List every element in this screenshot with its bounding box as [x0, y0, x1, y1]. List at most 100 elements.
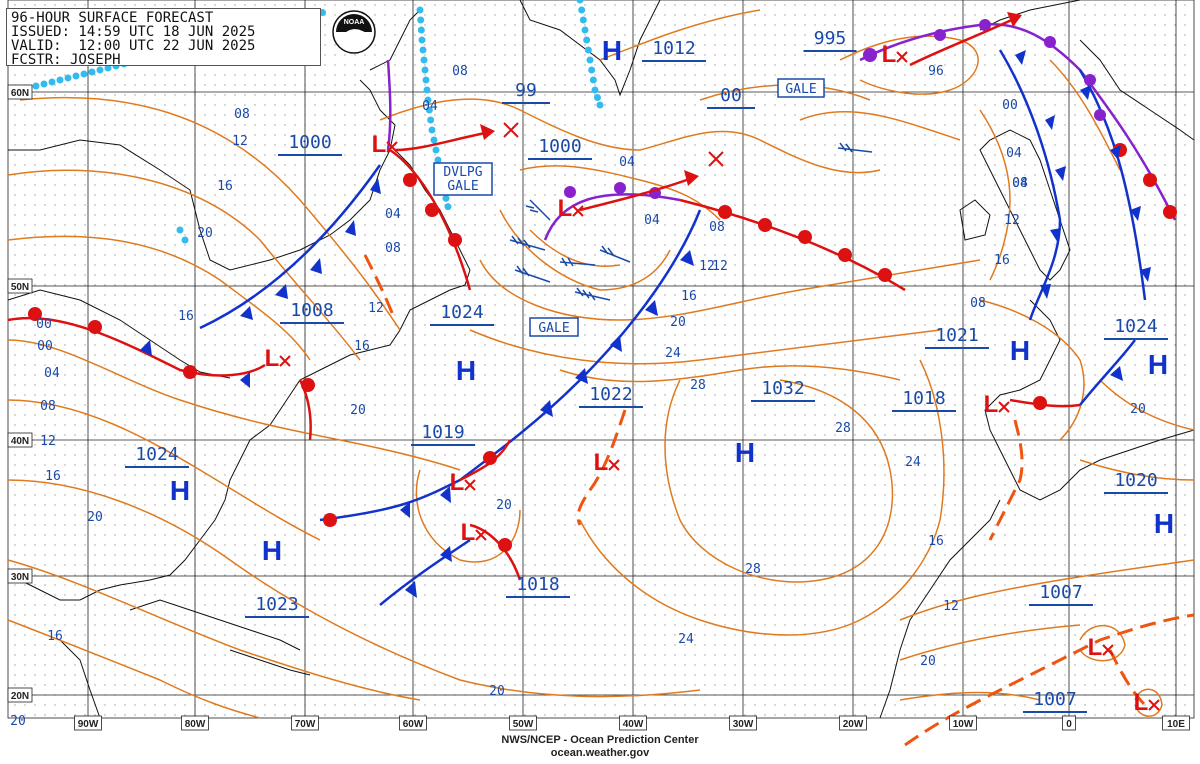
- contour-label: 24: [678, 632, 694, 647]
- svg-text:1021: 1021: [935, 325, 978, 346]
- contour-label: 12: [40, 434, 56, 449]
- pressure-label: 1024: [125, 444, 189, 468]
- graticule: [7, 0, 1195, 719]
- svg-text:1024: 1024: [135, 444, 178, 465]
- contour-label: 08: [40, 399, 56, 414]
- contour-label: 16: [928, 534, 944, 549]
- contour-label: 04: [385, 207, 401, 222]
- svg-text:L: L: [450, 469, 465, 496]
- contour-label: 04: [1012, 176, 1028, 191]
- high-center: H: [1148, 349, 1168, 380]
- pressure-label: 995: [803, 28, 857, 52]
- contour-label: 20: [920, 654, 936, 669]
- pressure-labels: 1000 1000 99 1012 00 995 1008 1024 1022 1032 1021 1…: [125, 28, 1168, 713]
- high-centers: H H H H H H H H: [170, 35, 1174, 566]
- svg-text:80W: 80W: [185, 719, 206, 730]
- lon-label: 80W: [181, 715, 209, 731]
- coastlines: [7, 0, 1195, 719]
- svg-text:40W: 40W: [623, 719, 644, 730]
- contour-label: 16: [217, 179, 233, 194]
- low-center: L: [372, 131, 398, 158]
- lat-label: 40N: [7, 432, 33, 448]
- svg-text:99: 99: [515, 80, 537, 101]
- contour-label: 20: [197, 226, 213, 241]
- footer-url: ocean.weather.gov: [550, 747, 650, 759]
- svg-text:L: L: [1088, 634, 1103, 661]
- axis-labels: 90W 80W 70W 60W 50W 40W 30W 20W 10W 0 10E 60N 50N 40N…: [7, 84, 1190, 731]
- svg-text:1023: 1023: [255, 594, 298, 615]
- high-center: H: [262, 535, 282, 566]
- contour-label: 12: [699, 259, 715, 274]
- contour-label: 24: [905, 455, 921, 470]
- svg-text:00: 00: [720, 85, 742, 106]
- pressure-label: 1018: [892, 388, 956, 412]
- svg-text:10E: 10E: [1167, 719, 1185, 730]
- svg-text:1024: 1024: [1114, 316, 1157, 337]
- lon-label: 0: [1062, 715, 1076, 731]
- svg-text:20W: 20W: [843, 719, 864, 730]
- contour-label: 16: [354, 339, 370, 354]
- contour-label: 08: [234, 107, 250, 122]
- pressure-label: 1021: [925, 325, 989, 349]
- front-barbs: [28, 19, 1177, 598]
- svg-text:40N: 40N: [11, 436, 29, 447]
- lon-label: 40W: [619, 715, 647, 731]
- svg-text:10W: 10W: [953, 719, 974, 730]
- contour-label: 20: [87, 510, 103, 525]
- contour-label: 00: [36, 317, 52, 332]
- header-issued: ISSUED: 14:59 UTC 18 JUN 2025: [11, 24, 256, 40]
- contour-label: 08: [1012, 176, 1028, 191]
- svg-text:50W: 50W: [513, 719, 534, 730]
- contour-label: 12: [943, 599, 959, 614]
- contour-label: 96: [928, 64, 944, 79]
- svg-text:30N: 30N: [11, 572, 29, 583]
- contour-label: 16: [47, 629, 63, 644]
- pressure-label: 1019: [411, 422, 475, 446]
- high-center: H: [602, 35, 622, 66]
- svg-text:1007: 1007: [1033, 689, 1076, 710]
- svg-text:60N: 60N: [11, 88, 29, 99]
- low-center: L: [1088, 634, 1114, 661]
- pressure-label: 1023: [245, 594, 309, 618]
- svg-text:L: L: [265, 345, 280, 372]
- pressure-label: 1032: [751, 378, 815, 402]
- svg-text:L: L: [461, 519, 476, 546]
- high-center: H: [1154, 508, 1174, 539]
- svg-text:L: L: [1134, 689, 1149, 716]
- svg-text:1000: 1000: [538, 136, 581, 157]
- lat-label: 30N: [7, 568, 33, 584]
- contour-label: 00: [37, 339, 53, 354]
- header-forecaster: FCSTR: JOSEPH: [11, 52, 121, 68]
- wind-barbs: [509, 142, 873, 301]
- svg-text:0: 0: [1066, 719, 1072, 730]
- pressure-label: 00: [707, 85, 755, 109]
- lon-label: 30W: [729, 715, 757, 731]
- low-center: L: [461, 519, 487, 546]
- svg-text:1018: 1018: [902, 388, 945, 409]
- x-markers: [503, 122, 724, 167]
- high-center: H: [1010, 335, 1030, 366]
- contour-label: 04: [422, 99, 438, 114]
- contour-label: 20: [350, 403, 366, 418]
- noaa-logo-text: NOAA: [344, 19, 365, 26]
- contour-label: 20: [10, 714, 26, 729]
- pressure-label: 1024: [1104, 316, 1168, 340]
- contour-label: 16: [45, 469, 61, 484]
- lon-label: 90W: [74, 715, 102, 731]
- motion-arrows: [394, 15, 1019, 212]
- svg-text:1020: 1020: [1114, 470, 1157, 491]
- contour-label: 20: [1130, 402, 1146, 417]
- svg-text:L: L: [558, 195, 573, 222]
- svg-text:995: 995: [814, 28, 847, 49]
- svg-text:20N: 20N: [11, 691, 29, 702]
- contour-label: 08: [970, 296, 986, 311]
- pressure-label: 1000: [528, 136, 592, 160]
- footer-org: NWS/NCEP - Ocean Prediction Center: [501, 734, 699, 746]
- svg-text:1012: 1012: [652, 38, 695, 59]
- svg-text:1024: 1024: [440, 302, 483, 323]
- pressure-label: 1007: [1029, 582, 1093, 606]
- contour-label: 04: [1006, 146, 1022, 161]
- noaa-logo: NOAA: [332, 10, 376, 54]
